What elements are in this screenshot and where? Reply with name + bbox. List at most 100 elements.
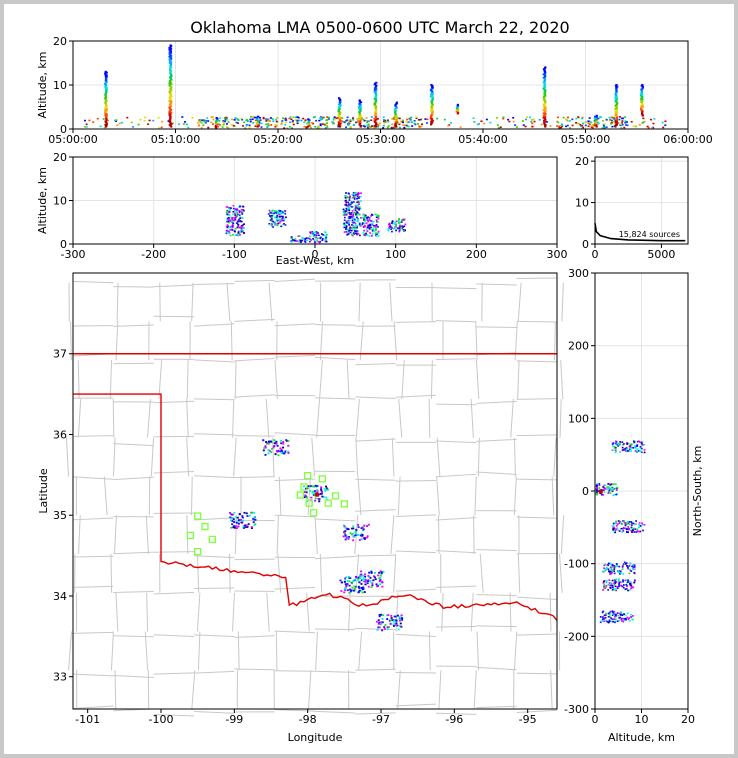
ew-source-point bbox=[350, 213, 353, 215]
time-source-point bbox=[265, 123, 268, 126]
time-source-point bbox=[341, 117, 344, 119]
time-source-point bbox=[588, 117, 591, 119]
map-source-point bbox=[317, 497, 320, 500]
time-source-point bbox=[289, 121, 292, 124]
time-source-point bbox=[496, 117, 499, 119]
ew-source-point bbox=[398, 229, 401, 232]
ew-source-point bbox=[391, 221, 394, 223]
flash-source-point bbox=[615, 98, 618, 101]
flash-source-point bbox=[594, 115, 597, 118]
time-source-point bbox=[291, 121, 294, 124]
map-source-point bbox=[246, 515, 249, 517]
map-source-point bbox=[345, 535, 348, 538]
flash-source-point bbox=[455, 107, 459, 110]
ns-source-point bbox=[622, 530, 625, 532]
county-line bbox=[274, 709, 316, 712]
time-source-point bbox=[566, 124, 569, 127]
map-source-point bbox=[353, 578, 356, 581]
time-source-point bbox=[605, 119, 608, 121]
flash-source-point bbox=[614, 97, 617, 100]
time-source-point bbox=[597, 122, 600, 125]
time-source-point bbox=[309, 126, 312, 129]
ew-source-point bbox=[274, 224, 277, 226]
ew-source-point bbox=[227, 225, 230, 228]
ew-source-point bbox=[360, 200, 362, 202]
time-source-point bbox=[398, 117, 401, 120]
ew-source-point bbox=[298, 241, 300, 243]
map-source-point bbox=[252, 521, 255, 524]
ns-source-point bbox=[621, 620, 623, 622]
map-source-point bbox=[348, 588, 351, 591]
map-source-point bbox=[377, 574, 380, 577]
flash-source-point bbox=[375, 88, 378, 90]
ns-source-point bbox=[622, 584, 625, 586]
ew-source-point bbox=[345, 208, 348, 211]
flash-source-point bbox=[168, 90, 171, 93]
time-source-point bbox=[368, 125, 371, 128]
time-source-point bbox=[532, 118, 535, 121]
ns-source-point bbox=[612, 522, 615, 525]
map-source-point bbox=[352, 589, 355, 592]
map-source-point bbox=[344, 589, 347, 591]
ns-source-point bbox=[625, 450, 628, 453]
ew-source-point bbox=[398, 225, 401, 227]
time-source-point bbox=[352, 124, 355, 126]
ew-source-point bbox=[365, 219, 368, 221]
ew-source-point bbox=[358, 207, 361, 210]
county-line bbox=[234, 515, 238, 554]
ns-source-point bbox=[631, 567, 634, 569]
flash-source-point bbox=[593, 121, 597, 124]
map-source-point bbox=[399, 618, 402, 621]
map-source-point bbox=[377, 622, 380, 625]
map-source-point bbox=[233, 525, 236, 528]
map-source-point bbox=[383, 628, 386, 630]
ns-source-point bbox=[607, 568, 610, 570]
county-line bbox=[550, 670, 553, 710]
county-line bbox=[153, 672, 195, 675]
ew-source-point bbox=[275, 223, 278, 225]
ew-source-point bbox=[351, 196, 354, 199]
map-source-point bbox=[360, 527, 363, 530]
map-source-point bbox=[250, 527, 253, 529]
flash-source-point bbox=[358, 113, 361, 115]
ns-source-point bbox=[611, 586, 614, 589]
time-source-point bbox=[349, 126, 352, 128]
map-source-point bbox=[325, 496, 328, 499]
ns-source-point bbox=[608, 582, 611, 584]
time-source-point bbox=[198, 121, 201, 123]
ns-source-point bbox=[637, 530, 640, 533]
flash-source-point bbox=[456, 109, 459, 112]
map-source-point bbox=[358, 587, 361, 589]
ns-source-point bbox=[619, 571, 622, 573]
map-source-point bbox=[265, 441, 268, 443]
map-source-point bbox=[316, 485, 319, 487]
map-source-point bbox=[343, 587, 346, 590]
map-source-point bbox=[242, 519, 245, 522]
ew-source-point bbox=[356, 193, 359, 196]
flash-source-point bbox=[257, 115, 260, 118]
flash-source-point bbox=[374, 98, 378, 101]
ns-source-point bbox=[636, 444, 639, 447]
flash-source-point bbox=[543, 117, 547, 120]
ew-source-point bbox=[351, 193, 354, 196]
ew-source-point bbox=[228, 221, 230, 224]
map-source-point bbox=[238, 513, 241, 516]
ns-source-point bbox=[614, 581, 617, 584]
ew-source-point bbox=[280, 210, 283, 212]
map-source-point bbox=[353, 585, 356, 588]
map-source-point bbox=[234, 516, 237, 519]
map-source-point bbox=[377, 619, 380, 622]
ew-source-point bbox=[347, 221, 350, 224]
time-source-point bbox=[267, 119, 270, 121]
county-line bbox=[314, 710, 356, 714]
time-source-point bbox=[449, 122, 452, 124]
map-source-point bbox=[280, 442, 283, 445]
county-line bbox=[72, 435, 114, 437]
ew-source-point bbox=[269, 212, 272, 214]
ns-source-point bbox=[619, 573, 621, 575]
map-source-point bbox=[310, 496, 313, 499]
time-source-point bbox=[349, 120, 352, 122]
map-source-point bbox=[379, 570, 382, 573]
flash-source-point bbox=[641, 93, 644, 96]
map-source-point bbox=[269, 440, 272, 443]
